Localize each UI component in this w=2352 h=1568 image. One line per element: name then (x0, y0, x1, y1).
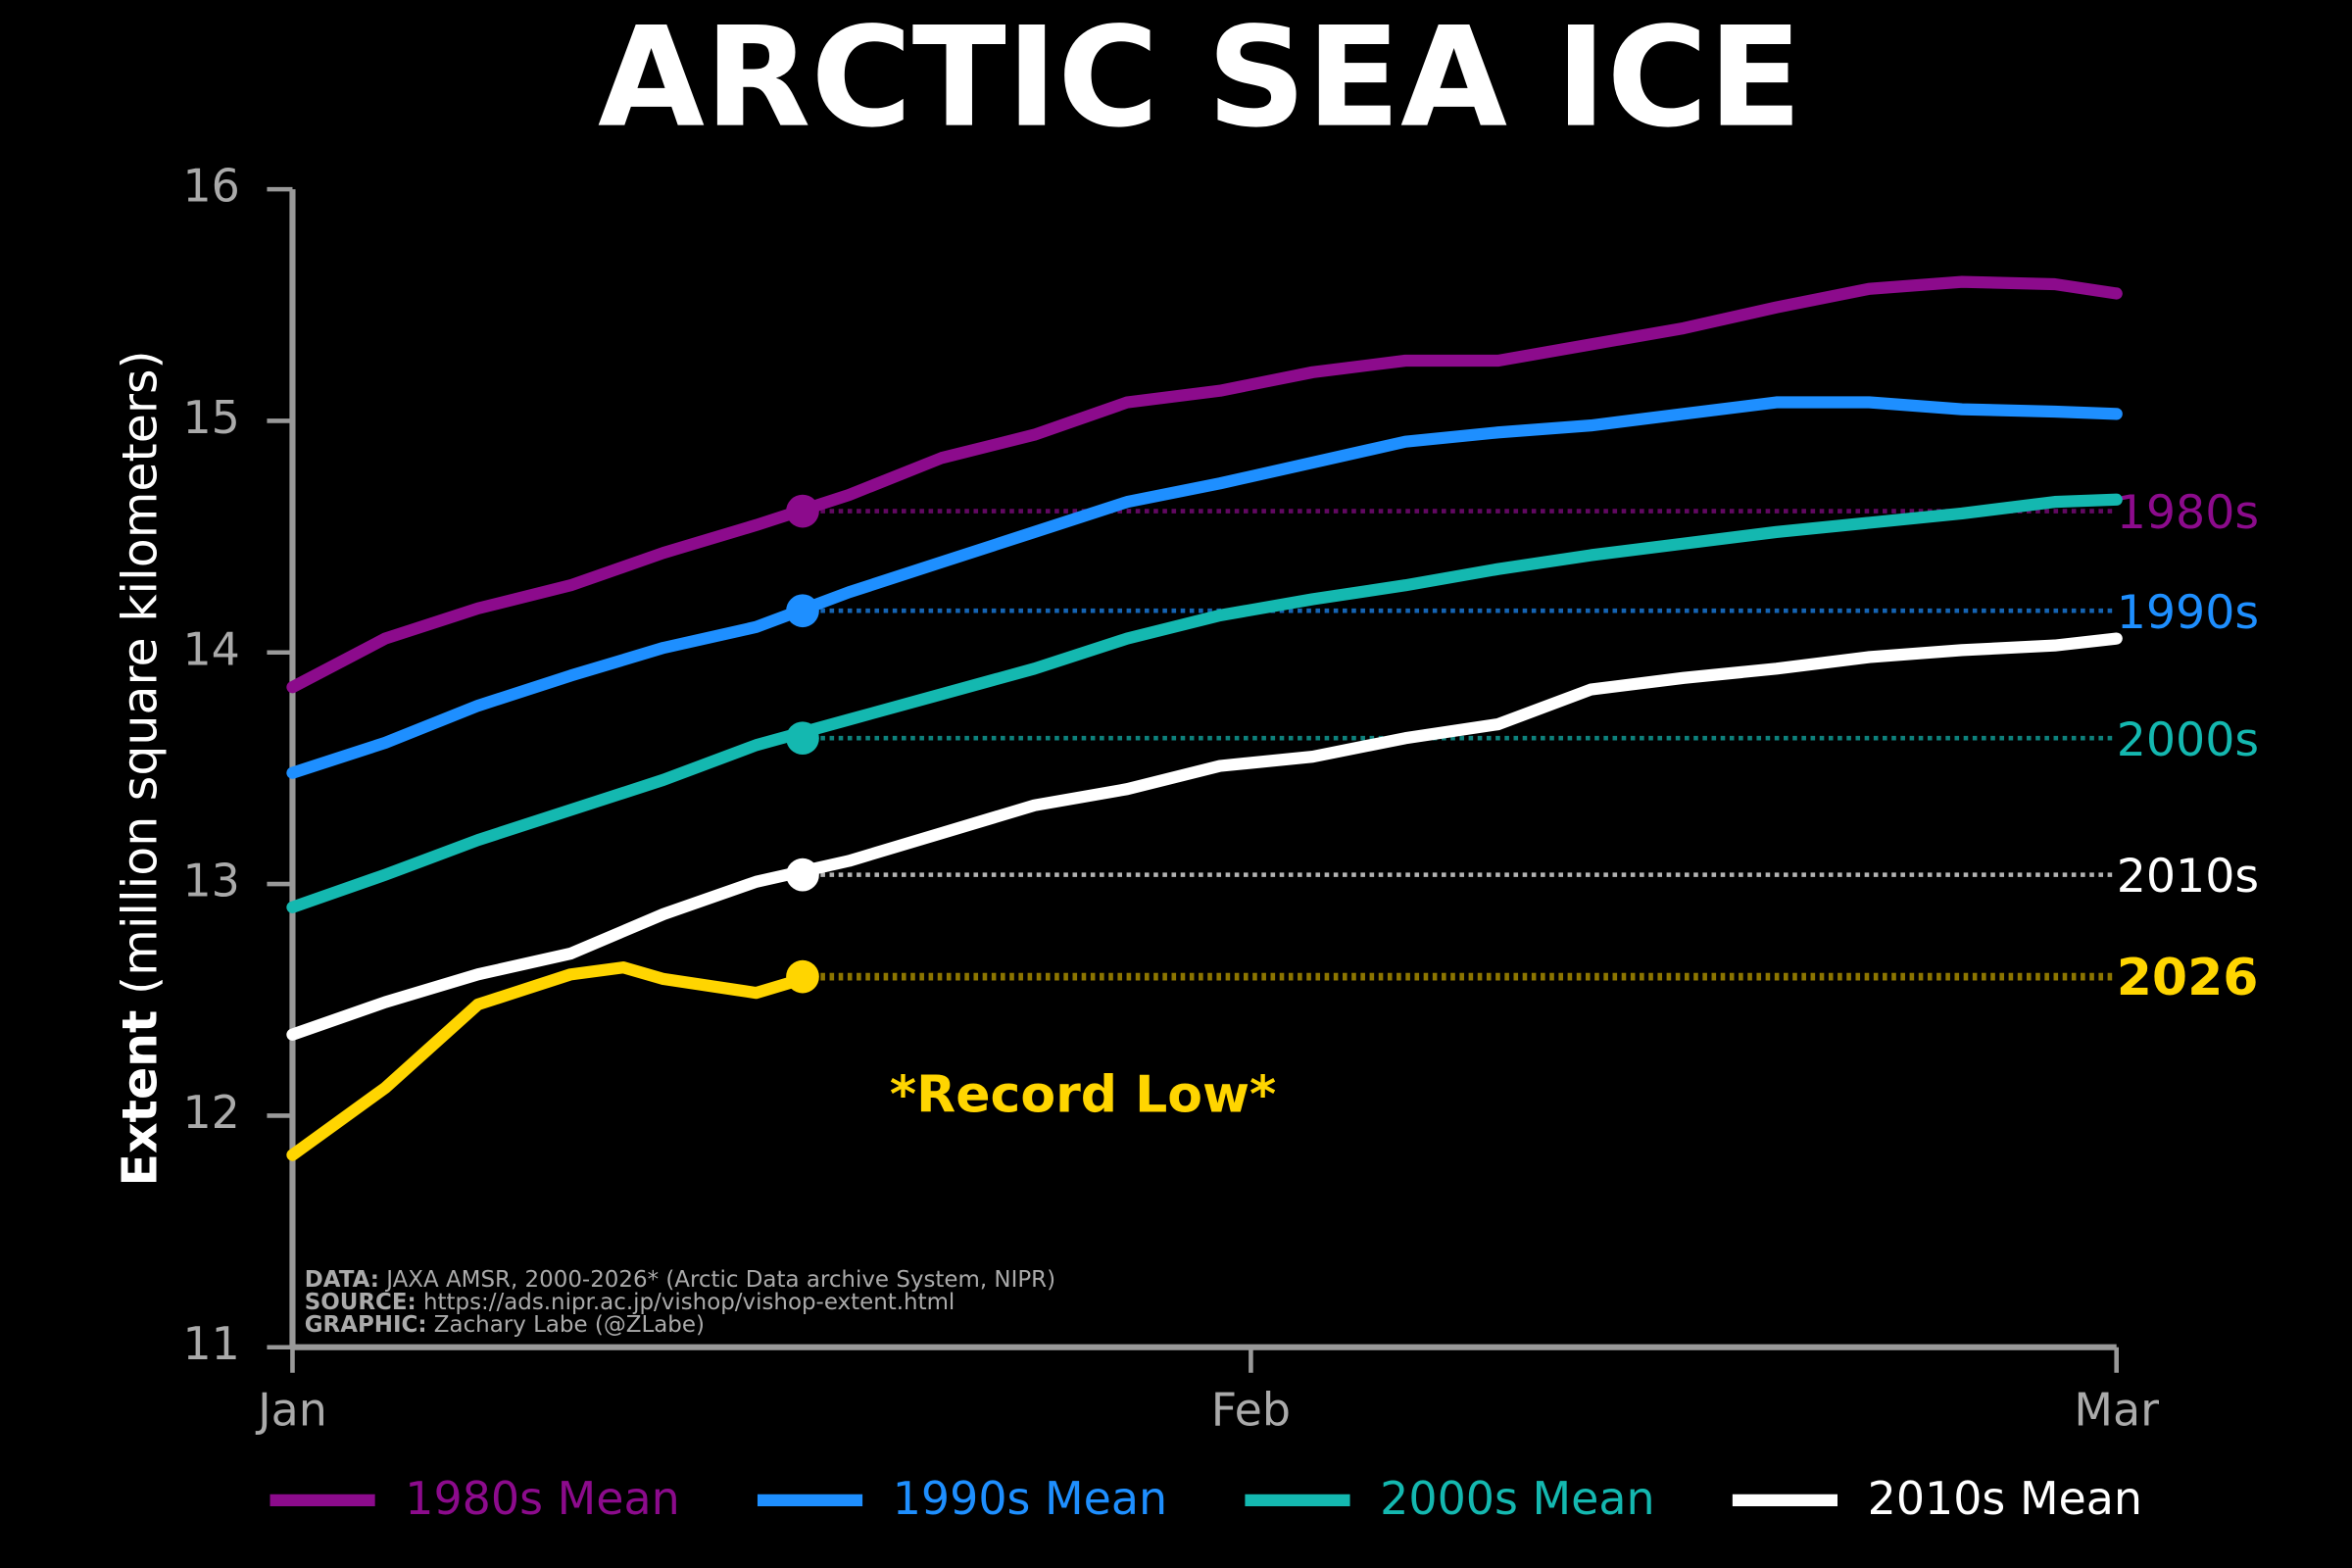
credit-text: Zachary Labe (@ZLabe) (434, 1311, 705, 1337)
chart-title: ARCTIC SEA ICE (598, 0, 1802, 159)
y-axis-label-unit: (million square kilometers) (112, 350, 168, 995)
reference-label: 2026 (2117, 949, 2259, 1007)
credit-text: JAXA AMSR, 2000-2026* (Arctic Data archi… (384, 1266, 1055, 1292)
y-tick-label: 15 (182, 391, 239, 444)
series-line (286, 632, 2123, 1041)
legend-label: 2010s Mean (1868, 1472, 2142, 1525)
marker (786, 858, 819, 892)
reference-label: 1980s (2117, 486, 2259, 540)
credit-label: DATA: (305, 1266, 379, 1292)
annotation: *Record Low* (890, 1066, 1276, 1125)
y-tick-label: 13 (182, 855, 239, 907)
series-line (286, 961, 809, 1161)
credit-text: https://ads.nipr.ac.jp/vishop/vishop-ext… (423, 1289, 955, 1314)
marker (786, 721, 819, 756)
legend-label: 1980s Mean (405, 1472, 679, 1525)
marker (786, 494, 819, 528)
y-tick-label: 16 (182, 160, 239, 213)
series-line (286, 396, 2123, 779)
series-line (286, 493, 2123, 913)
credit: GRAPHIC: Zachary Labe (@ZLabe) (305, 1311, 705, 1337)
x-tick-label: Jan (255, 1384, 327, 1437)
y-axis-label: Extent (million square kilometers) (112, 350, 168, 1186)
series-line (286, 275, 2123, 694)
legend-label: 2000s Mean (1380, 1472, 1654, 1525)
credit: DATA: JAXA AMSR, 2000-2026* (Arctic Data… (305, 1266, 1055, 1292)
reference-label: 2000s (2117, 713, 2259, 767)
x-tick-label: Mar (2074, 1384, 2159, 1437)
credit: SOURCE: https://ads.nipr.ac.jp/vishop/vi… (305, 1289, 956, 1314)
reference-label: 1990s (2117, 586, 2259, 640)
reference-label: 2010s (2117, 850, 2259, 904)
y-tick-label: 11 (182, 1317, 239, 1370)
x-tick-label: Feb (1211, 1384, 1291, 1437)
legend-label: 1990s Mean (893, 1472, 1167, 1525)
credit-label: GRAPHIC: (305, 1311, 427, 1337)
y-axis-label-bold: Extent (112, 1010, 168, 1187)
marker (786, 594, 819, 628)
y-tick-label: 14 (182, 622, 239, 675)
marker (786, 959, 819, 994)
credit-label: SOURCE: (305, 1289, 416, 1314)
y-tick-label: 12 (182, 1086, 239, 1139)
